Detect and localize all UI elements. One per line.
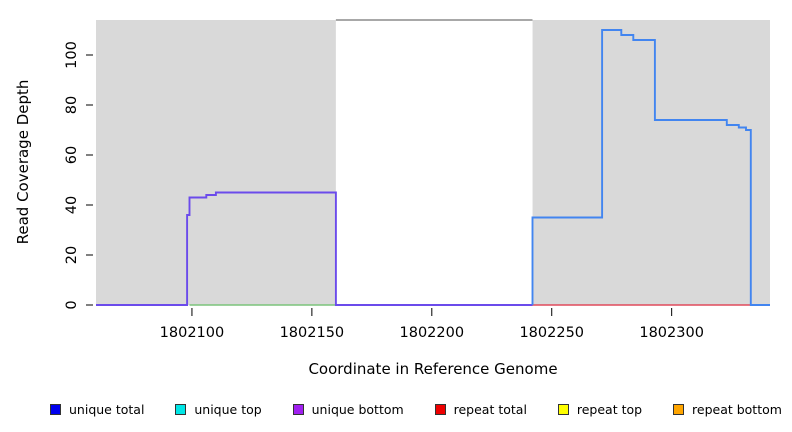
plot-legend: unique total unique top unique bottom repea… [50, 402, 782, 417]
y-axis-tick-label: 40 [64, 196, 80, 214]
legend-item-repeat-bottom: repeat bottom [673, 402, 782, 417]
y-axis-tick-label: 80 [64, 96, 80, 114]
legend-item-unique-top: unique top [175, 402, 262, 417]
legend-item-unique-total: unique total [50, 402, 144, 417]
legend-label: repeat top [576, 402, 643, 417]
legend-swatch-icon [50, 404, 61, 415]
y-axis-tick-label: 0 [64, 300, 80, 309]
legend-swatch-icon [175, 404, 187, 415]
legend-label: repeat total [453, 402, 527, 417]
legend-swatch-icon [673, 404, 685, 415]
legend-swatch-icon [434, 404, 446, 415]
legend-item-unique-bottom: unique bottom [292, 402, 404, 417]
x-axis-tick-label: 1802100 [160, 325, 225, 341]
y-axis-tick-label: 20 [64, 246, 80, 264]
x-axis-tick-label: 1802200 [400, 325, 465, 341]
x-axis-tick-label: 1802150 [280, 325, 345, 341]
legend-label: unique total [69, 402, 145, 417]
legend-item-repeat-total: repeat total [434, 402, 527, 417]
x-axis-tick-label: 1802250 [519, 325, 584, 341]
coverage-plot-canvas: 1802100 1802150 1802200 1802250 1802300 0 20 40… [64, 19, 770, 341]
legend-swatch-icon [292, 404, 304, 415]
series-unique-bottom-left-segment [96, 191, 533, 306]
legend-label: repeat bottom [692, 402, 782, 417]
y-axis-tick-label: 100 [64, 41, 80, 69]
legend-swatch-icon [557, 404, 569, 415]
legend-item-repeat-top: repeat top [557, 402, 643, 417]
y-axis-title: Read Coverage Depth [14, 79, 32, 245]
x-axis-title: Coordinate in Reference Genome [308, 360, 558, 378]
left-gray-region [96, 20, 336, 305]
y-axis-tick-label: 60 [64, 146, 80, 164]
legend-label: unique top [194, 402, 262, 417]
legend-label: unique bottom [311, 402, 404, 417]
x-axis-tick-label: 1802300 [639, 325, 704, 341]
right-gray-region [532, 20, 770, 305]
series-unique-total-right-segment [531, 29, 770, 306]
